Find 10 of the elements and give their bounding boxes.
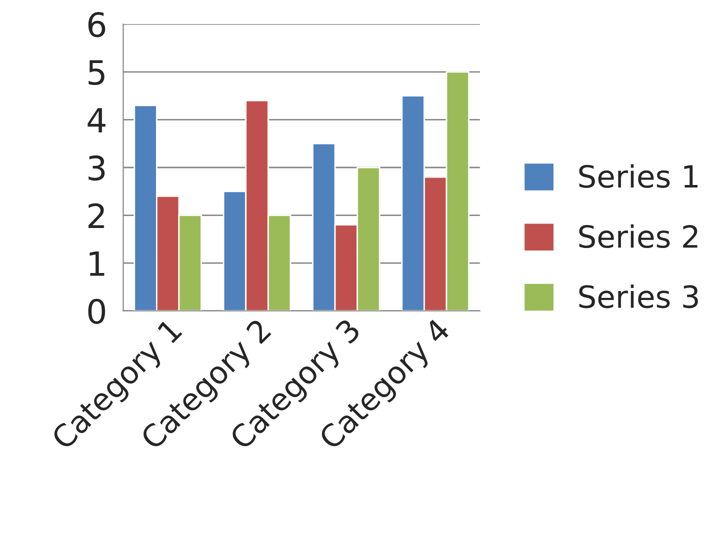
legend-label: Series 2 — [579, 224, 698, 248]
y-tick-label: 2 — [88, 203, 104, 228]
y-tick-label: 4 — [88, 108, 106, 132]
y-tick-label: 5 — [88, 60, 104, 86]
legend-label: Series 3 — [579, 284, 698, 308]
y-tick-label: 0 — [88, 298, 106, 324]
y-tick-label: 1 — [90, 251, 104, 276]
y-tick-label: 6 — [88, 12, 106, 38]
legend-label: Series 1 — [579, 164, 698, 188]
y-tick-label: 3 — [88, 155, 105, 181]
